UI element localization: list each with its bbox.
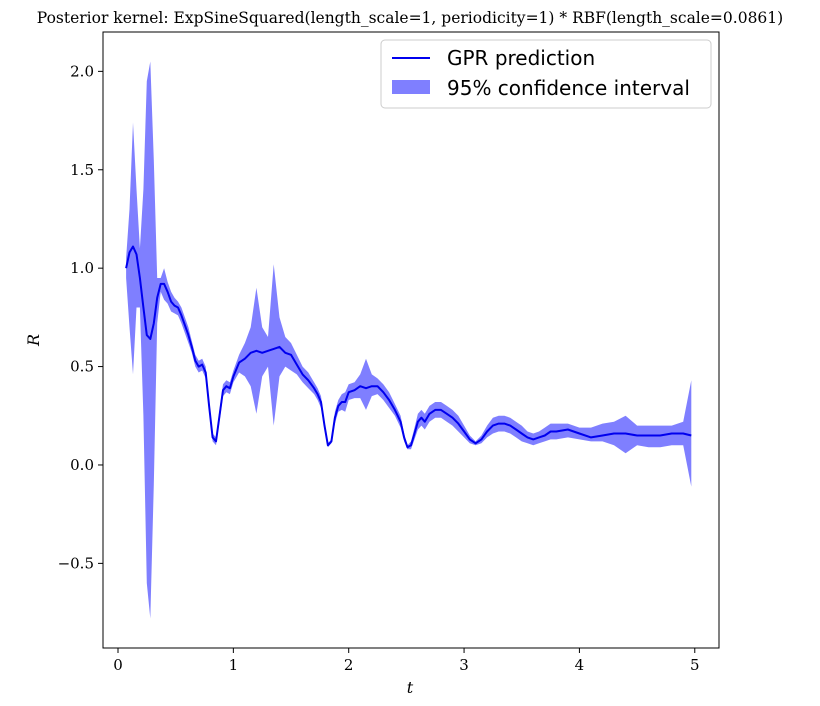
legend-frame xyxy=(380,39,712,109)
x-axis-label: t xyxy=(407,678,414,697)
y-tick-label: 1.5 xyxy=(70,161,94,179)
y-axis: −0.5 0.0 0.5 1.0 1.5 2.0 xyxy=(58,62,103,572)
y-tick-label: 0.5 xyxy=(70,358,94,376)
x-tick-label: 4 xyxy=(575,656,585,674)
plot-area xyxy=(102,31,720,649)
legend-label-confidence: 95% confidence interval xyxy=(447,76,690,100)
x-axis: 0 1 2 3 4 5 xyxy=(113,648,700,674)
x-tick-label: 0 xyxy=(113,656,123,674)
y-tick-label: −0.5 xyxy=(58,554,94,572)
y-tick-label: 0.0 xyxy=(70,456,94,474)
chart-title: Posterior kernel: ExpSineSquared(length_… xyxy=(37,9,783,27)
gpr-prediction-line xyxy=(125,245,692,449)
x-tick-label: 1 xyxy=(229,656,239,674)
x-tick-label: 3 xyxy=(459,656,469,674)
legend-label-prediction: GPR prediction xyxy=(447,46,595,70)
y-tick-label: 1.0 xyxy=(70,259,94,277)
legend-band-swatch xyxy=(392,80,430,94)
axes-frame xyxy=(102,31,720,649)
prediction-line-layer xyxy=(125,245,692,449)
y-tick-label: 2.0 xyxy=(70,62,94,80)
legend: GPR prediction 95% confidence interval xyxy=(380,39,712,109)
y-axis-label: R xyxy=(24,334,43,347)
x-tick-label: 2 xyxy=(344,656,354,674)
x-tick-label: 5 xyxy=(690,656,700,674)
